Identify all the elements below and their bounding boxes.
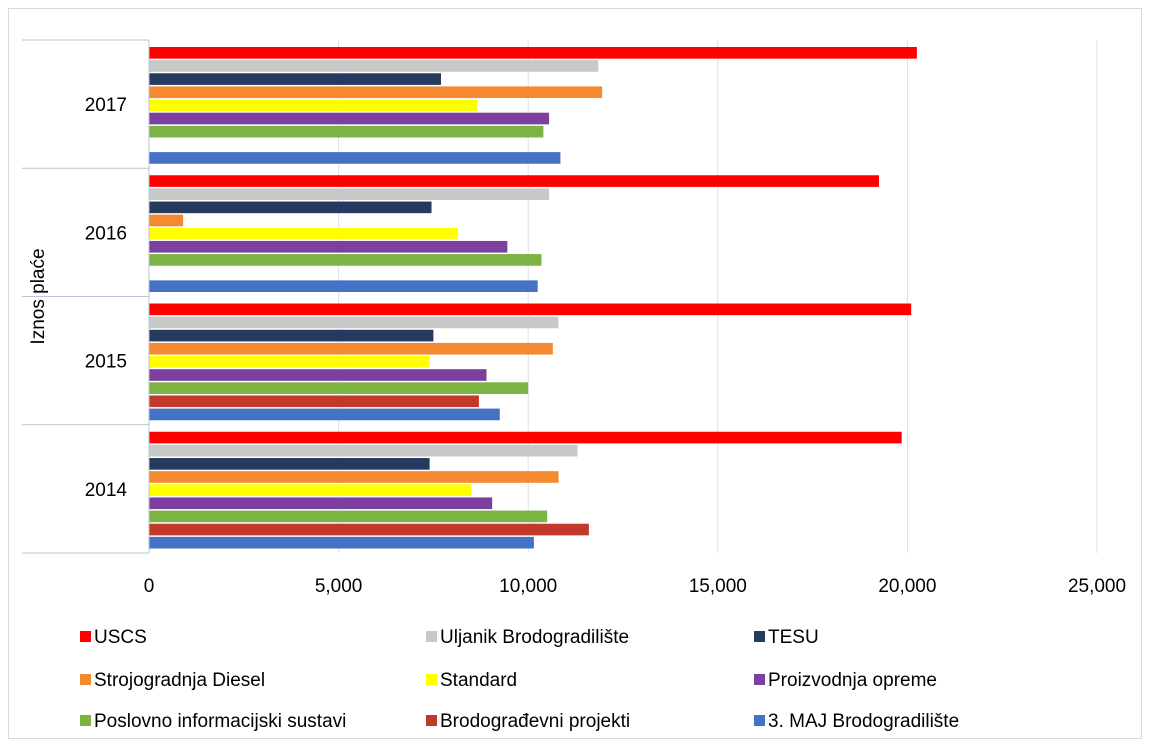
legend-label: 3. MAJ Brodogradilište: [768, 711, 959, 732]
legend-swatch: [426, 674, 437, 685]
legend-label: Poslovno informacijski sustavi: [94, 711, 346, 732]
legend-item-tesu: TESU: [754, 627, 819, 648]
legend-label: Standard: [440, 670, 517, 691]
bar-strojogradnja-diesel-2015: [149, 342, 553, 355]
legend-item-brodogra-evni-projekti: Brodograđevni projekti: [426, 711, 630, 732]
legend-swatch: [754, 715, 765, 726]
bar-3-maj-brodogradiliste-2014: [149, 536, 534, 549]
bar-uscs-2016: [149, 175, 879, 187]
legend-label: Brodograđevni projekti: [440, 711, 630, 732]
x-tick-label: 25,000: [1068, 576, 1126, 597]
bar-tesu-2017: [149, 73, 441, 85]
x-tick-label: 10,000: [499, 576, 557, 597]
bar-tesu-2016: [149, 201, 432, 214]
bar-proizvodnja-opreme-2014: [149, 497, 493, 510]
bar-standard-2016: [149, 227, 459, 240]
y-tick-label: 2017: [85, 95, 127, 116]
bar-strojogradnja-diesel-2014: [149, 471, 559, 483]
bar-3-maj-brodogradiliste-2017: [149, 152, 561, 164]
bar-standard-2014: [149, 484, 472, 496]
x-tick-label: 15,000: [689, 576, 747, 597]
legend-item-standard: Standard: [426, 670, 517, 691]
x-tick-label: 0: [144, 576, 155, 597]
legend: USCS Uljanik Brodogradilište TESU Strojogra…: [80, 627, 959, 732]
legend-label: TESU: [768, 627, 819, 648]
legend-swatch: [426, 715, 437, 726]
bar-strojogradnja-diesel-2017: [149, 86, 603, 99]
bar-brodogra-evni-projekti-2014: [149, 523, 589, 536]
bar-uscs-2015: [149, 303, 912, 316]
bar-tesu-2014: [149, 458, 430, 470]
bar-standard-2015: [149, 356, 430, 368]
axes: [22, 39, 150, 554]
bar-uljanik-brodogradiliste-2014: [149, 444, 578, 457]
x-tick-label: 20,000: [878, 576, 936, 597]
bar-proizvodnja-opreme-2017: [149, 112, 550, 125]
bar-standard-2017: [149, 99, 478, 112]
legend-item-poslovno-informacijski-sustavi: Poslovno informacijski sustavi: [80, 711, 346, 732]
legend-item-strojogradnja-diesel: Strojogradnja Diesel: [80, 670, 265, 691]
legend-swatch: [80, 674, 91, 685]
y-tick-label: 2016: [85, 223, 127, 244]
bars: [149, 47, 917, 549]
bar-poslovno-informacijski-sustavi-2017: [149, 125, 544, 138]
bar-3-maj-brodogradiliste-2015: [149, 408, 500, 421]
legend-item-3-maj-brodogradiliste: 3. MAJ Brodogradilište: [754, 711, 959, 732]
legend-swatch: [80, 715, 91, 726]
legend-swatch: [80, 631, 91, 642]
x-tick-label: 5,000: [315, 576, 363, 597]
y-tick-labels: 2014 2015 2016 2017: [85, 95, 128, 501]
legend-swatch: [754, 631, 765, 642]
legend-label: USCS: [94, 627, 147, 648]
bar-proizvodnja-opreme-2016: [149, 240, 508, 253]
bar-brodogra-evni-projekti-2015: [149, 395, 479, 408]
y-tick-label: 2015: [85, 352, 127, 373]
bar-proizvodnja-opreme-2015: [149, 369, 487, 381]
bar-tesu-2015: [149, 329, 434, 342]
legend-swatch: [754, 674, 765, 685]
legend-label: Strojogradnja Diesel: [94, 670, 265, 691]
bar-3-maj-brodogradiliste-2016: [149, 280, 538, 292]
bar-uljanik-brodogradiliste-2017: [149, 60, 599, 72]
y-tick-label: 2014: [85, 480, 128, 501]
legend-item-proizvodnja-opreme: Proizvodnja opreme: [754, 670, 937, 691]
legend-label: Proizvodnja opreme: [768, 670, 937, 691]
legend-item-uscs: USCS: [80, 627, 147, 648]
bar-uljanik-brodogradiliste-2015: [149, 316, 559, 329]
legend-label: Uljanik Brodogradilište: [440, 627, 629, 648]
bar-poslovno-informacijski-sustavi-2015: [149, 382, 529, 394]
y-axis-label: Iznos plaće: [28, 248, 49, 344]
bar-uljanik-brodogradiliste-2016: [149, 188, 550, 201]
x-tick-labels: 0 5,000 10,000 15,000 20,000 25,000: [144, 576, 1126, 597]
legend-swatch: [426, 631, 437, 642]
bar-uscs-2014: [149, 431, 902, 444]
bar-uscs-2017: [149, 47, 917, 59]
bar-poslovno-informacijski-sustavi-2016: [149, 254, 542, 266]
bar-strojogradnja-diesel-2016: [149, 214, 184, 227]
legend-item-uljanik-brodogradiliste: Uljanik Brodogradilište: [426, 627, 629, 648]
bar-poslovno-informacijski-sustavi-2014: [149, 510, 548, 523]
